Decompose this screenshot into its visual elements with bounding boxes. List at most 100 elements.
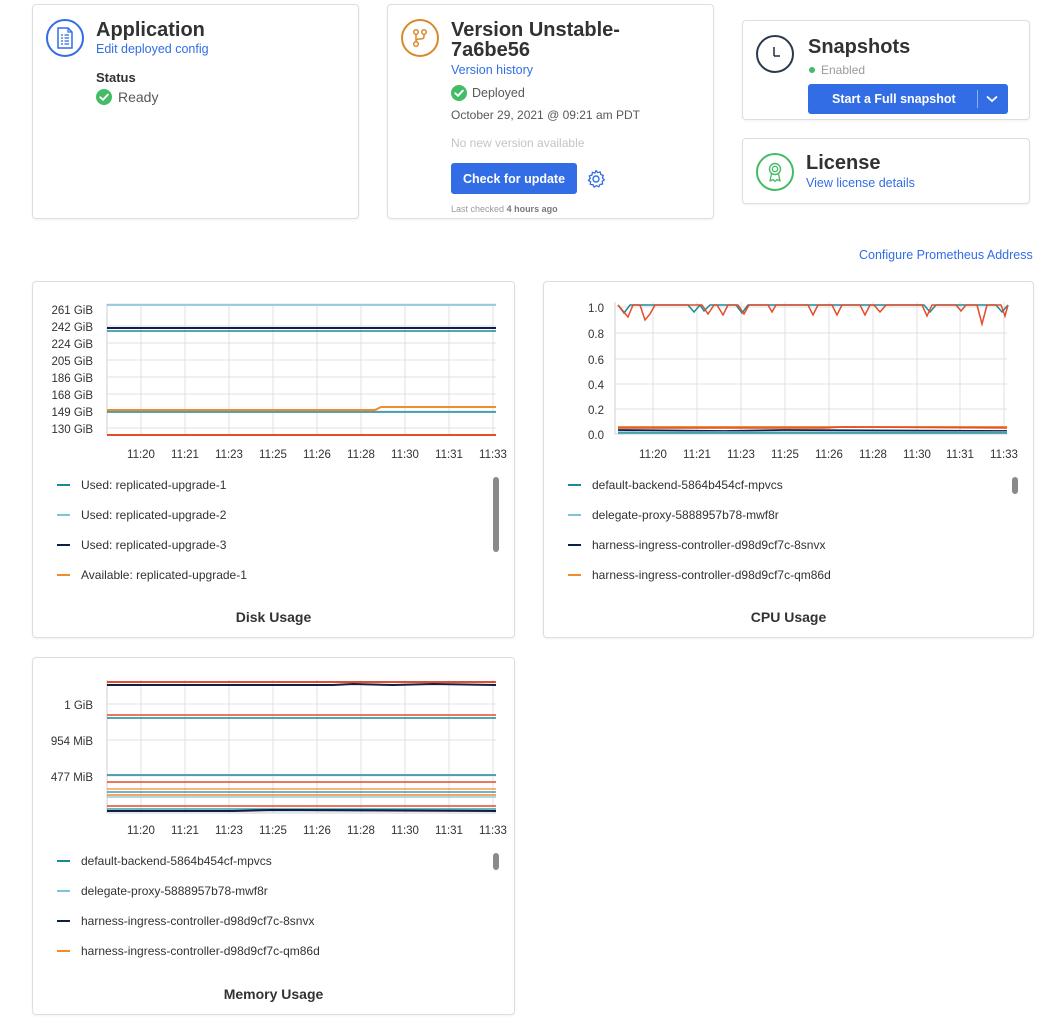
x-tick: 11:31 — [435, 825, 463, 837]
deployed-status: Deployed — [451, 85, 525, 101]
disk-usage-title: Disk Usage — [235, 609, 312, 625]
disk-usage-chart: 261 GiB 242 GiB 224 GiB 205 GiB 186 GiB … — [51, 303, 507, 461]
x-tick: 11:30 — [903, 449, 931, 461]
version-card: Version Unstable- 7a6be56 Version histor… — [387, 4, 714, 219]
status-ready: Ready — [96, 89, 158, 105]
y-tick: 168 GiB — [51, 390, 93, 402]
x-tick: 11:28 — [347, 449, 375, 461]
legend-swatch — [568, 514, 581, 516]
check-for-update-button[interactable]: Check for update — [451, 163, 577, 194]
y-tick: 186 GiB — [51, 373, 93, 385]
series-line-red-low — [618, 426, 1008, 429]
edit-deployed-config-link[interactable]: Edit deployed config — [96, 42, 209, 56]
y-tick: 0.4 — [588, 380, 605, 392]
memory-legend: default-backend-5864b454cf-mpvcs delegat… — [57, 854, 487, 964]
view-license-details-link[interactable]: View license details — [806, 176, 915, 190]
x-tick: 11:31 — [946, 449, 974, 461]
license-badge-icon — [756, 153, 794, 191]
legend-swatch — [57, 890, 70, 892]
legend-swatch — [57, 514, 70, 516]
y-tick: 954 MiB — [51, 736, 94, 748]
legend-item[interactable]: default-backend-5864b454cf-mpvcs — [568, 478, 783, 492]
legend-label: Used: replicated-upgrade-1 — [81, 478, 227, 492]
version-title-line1: Version Unstable- — [451, 19, 620, 41]
x-tick: 11:21 — [171, 449, 199, 461]
legend-label: harness-ingress-controller-d98d9cf7c-8sn… — [81, 914, 315, 928]
legend-item[interactable]: delegate-proxy-5888957b78-mwf8r — [568, 508, 779, 522]
legend-item[interactable]: harness-ingress-controller-d98d9cf7c-qm8… — [57, 944, 320, 958]
legend-item[interactable]: harness-ingress-controller-d98d9cf7c-8sn… — [568, 538, 825, 552]
status-label: Status — [96, 70, 136, 85]
x-tick: 11:25 — [771, 449, 799, 461]
snapshots-status-text: Enabled — [821, 63, 866, 77]
version-history-link[interactable]: Version history — [451, 63, 533, 77]
y-tick: 224 GiB — [51, 339, 93, 351]
application-card: Application Edit deployed config Status … — [32, 4, 359, 219]
chevron-down-icon[interactable] — [986, 95, 998, 103]
cpu-usage-card: 1.0 0.8 0.6 0.4 0.2 0.0 11:20 11:21 11:2… — [543, 281, 1034, 638]
legend-swatch — [57, 950, 70, 952]
y-tick: 261 GiB — [51, 305, 93, 317]
legend-label: default-backend-5864b454cf-mpvcs — [81, 854, 272, 868]
y-tick: 0.0 — [588, 430, 604, 442]
x-tick: 11:28 — [347, 825, 375, 837]
last-checked-value: 4 hours ago — [506, 204, 558, 214]
legend-item[interactable]: Used: replicated-upgrade-2 — [57, 508, 226, 522]
series-line-navy-bottom — [107, 808, 497, 812]
x-tick: 11:26 — [303, 449, 331, 461]
x-tick: 11:33 — [479, 449, 507, 461]
y-tick: 1 GiB — [64, 700, 93, 712]
x-tick: 11:25 — [259, 825, 287, 837]
x-tick: 11:20 — [639, 449, 667, 461]
legend-item[interactable]: harness-ingress-controller-d98d9cf7c-8sn… — [57, 914, 314, 928]
series-line-red — [617, 304, 1009, 327]
y-tick: 130 GiB — [51, 424, 93, 436]
y-tick: 0.6 — [588, 355, 604, 367]
y-tick: 242 GiB — [51, 322, 93, 334]
start-full-snapshot-button[interactable]: Start a Full snapshot — [808, 84, 1008, 114]
legend-label: harness-ingress-controller-d98d9cf7c-qm8… — [81, 944, 320, 958]
legend-label: harness-ingress-controller-d98d9cf7c-8sn… — [592, 538, 826, 552]
legend-item[interactable]: default-backend-5864b454cf-mpvcs — [57, 854, 272, 868]
branch-icon — [401, 19, 439, 57]
legend-label: harness-ingress-controller-d98d9cf7c-qm8… — [592, 568, 831, 582]
x-tick: 11:23 — [215, 825, 243, 837]
x-tick: 11:30 — [391, 449, 419, 461]
check-circle-icon — [451, 85, 467, 101]
x-tick: 11:26 — [303, 825, 331, 837]
x-tick: 11:26 — [815, 449, 843, 461]
legend-item[interactable]: harness-ingress-controller-d98d9cf7c-qm8… — [568, 568, 831, 582]
legend-swatch — [568, 544, 581, 546]
no-new-version-text: No new version available — [451, 136, 585, 150]
legend-label: default-backend-5864b454cf-mpvcs — [592, 478, 783, 492]
legend-item[interactable]: delegate-proxy-5888957b78-mwf8r — [57, 884, 268, 898]
legend-label: Available: replicated-upgrade-1 — [81, 568, 247, 582]
disk-usage-card: 261 GiB 242 GiB 224 GiB 205 GiB 186 GiB … — [32, 281, 515, 638]
legend-swatch — [57, 574, 70, 576]
legend-scrollbar[interactable] — [493, 477, 499, 552]
legend-label: delegate-proxy-5888957b78-mwf8r — [81, 884, 268, 898]
legend-item[interactable]: Available: replicated-upgrade-1 — [57, 568, 247, 582]
snapshot-button-divider — [977, 90, 978, 108]
license-title: License — [806, 152, 881, 174]
legend-swatch — [57, 860, 70, 862]
legend-item[interactable]: Used: replicated-upgrade-1 — [57, 478, 226, 492]
legend-scrollbar[interactable] — [493, 853, 499, 870]
snapshots-card: Snapshots Enabled Start a Full snapshot — [742, 20, 1030, 120]
y-tick: 205 GiB — [51, 356, 93, 368]
status-value: Ready — [118, 89, 159, 105]
x-tick: 11:23 — [215, 449, 243, 461]
y-tick: 0.2 — [588, 405, 604, 417]
legend-scrollbar[interactable] — [1012, 477, 1018, 494]
gear-icon[interactable] — [586, 169, 606, 189]
legend-item[interactable]: Used: replicated-upgrade-3 — [57, 538, 226, 552]
configure-prometheus-link[interactable]: Configure Prometheus Address — [859, 248, 1033, 262]
x-tick: 11:25 — [259, 449, 287, 461]
series-line-navy — [617, 429, 1008, 432]
memory-usage-chart: 1 GiB 954 MiB 477 MiB 11:20 11:21 11:23 … — [51, 680, 507, 837]
x-tick: 11:20 — [127, 825, 155, 837]
x-tick: 11:20 — [127, 449, 155, 461]
version-title-line2: 7a6be56 — [451, 39, 530, 61]
memory-usage-card: 1 GiB 954 MiB 477 MiB 11:20 11:21 11:23 … — [32, 657, 515, 1015]
legend-swatch — [57, 484, 70, 486]
